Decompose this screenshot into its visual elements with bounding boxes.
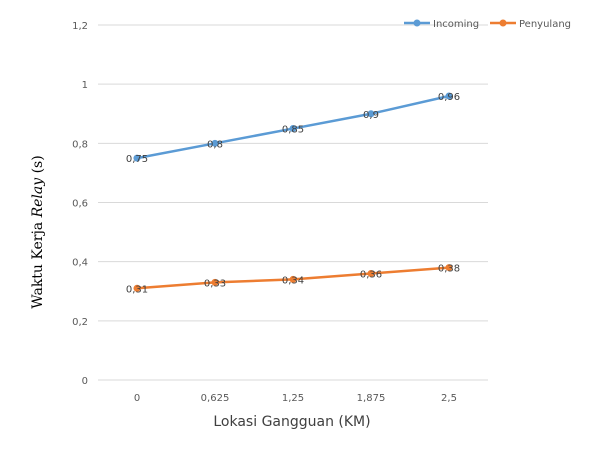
y-tick-label: 1,2 xyxy=(72,21,88,32)
x-tick-label: 0 xyxy=(134,393,140,404)
x-axis-ticks: 0 0,625 1,25 1,875 2,5 xyxy=(134,393,457,404)
y-axis-title-italic: Relay xyxy=(30,177,46,219)
data-label: 0,8 xyxy=(207,139,223,150)
data-label: 0,33 xyxy=(204,278,226,289)
y-axis-ticks: 0 0,2 0,4 0,6 0,8 1 1,2 xyxy=(72,21,88,387)
y-axis-title: Waktu Kerja Relay (s) xyxy=(30,155,46,308)
data-label: 0,96 xyxy=(438,92,460,103)
gridlines xyxy=(98,25,488,380)
series-incoming: 0,75 0,8 0,85 0,9 0,96 xyxy=(126,92,460,165)
data-label: 0,36 xyxy=(360,270,382,281)
y-axis-title-prefix: Waktu Kerja xyxy=(30,217,46,308)
x-tick-label: 1,25 xyxy=(282,393,304,404)
y-tick-label: 1 xyxy=(82,80,88,91)
x-axis-title: Lokasi Gangguan (KM) xyxy=(213,414,370,430)
series-penyulang: 0,31 0,33 0,34 0,36 0,38 xyxy=(126,264,460,296)
legend-label: Penyulang xyxy=(519,19,571,30)
data-label: 0,9 xyxy=(363,110,379,121)
y-tick-label: 0,8 xyxy=(72,139,88,150)
x-tick-label: 1,875 xyxy=(357,393,386,404)
legend-marker xyxy=(414,20,421,27)
y-tick-label: 0,2 xyxy=(72,317,88,328)
y-tick-label: 0,6 xyxy=(72,199,88,210)
legend-marker xyxy=(500,20,507,27)
y-tick-label: 0 xyxy=(82,376,88,387)
data-label: 0,34 xyxy=(282,275,304,286)
data-label: 0,85 xyxy=(282,125,304,136)
legend-label: Incoming xyxy=(433,19,479,30)
legend-entry-incoming: Incoming xyxy=(404,19,479,30)
y-tick-label: 0,4 xyxy=(72,258,88,269)
data-label: 0,75 xyxy=(126,154,148,165)
data-label: 0,31 xyxy=(126,284,148,295)
series-group: 0,75 0,8 0,85 0,9 0,96 0,31 0,33 0,34 0,36 0,38 xyxy=(126,92,460,295)
x-tick-label: 0,625 xyxy=(201,393,230,404)
x-tick-label: 2,5 xyxy=(441,393,457,404)
data-label: 0,38 xyxy=(438,264,460,275)
y-axis-title-suffix: (s) xyxy=(30,155,46,178)
legend-entry-penyulang: Penyulang xyxy=(490,19,571,30)
